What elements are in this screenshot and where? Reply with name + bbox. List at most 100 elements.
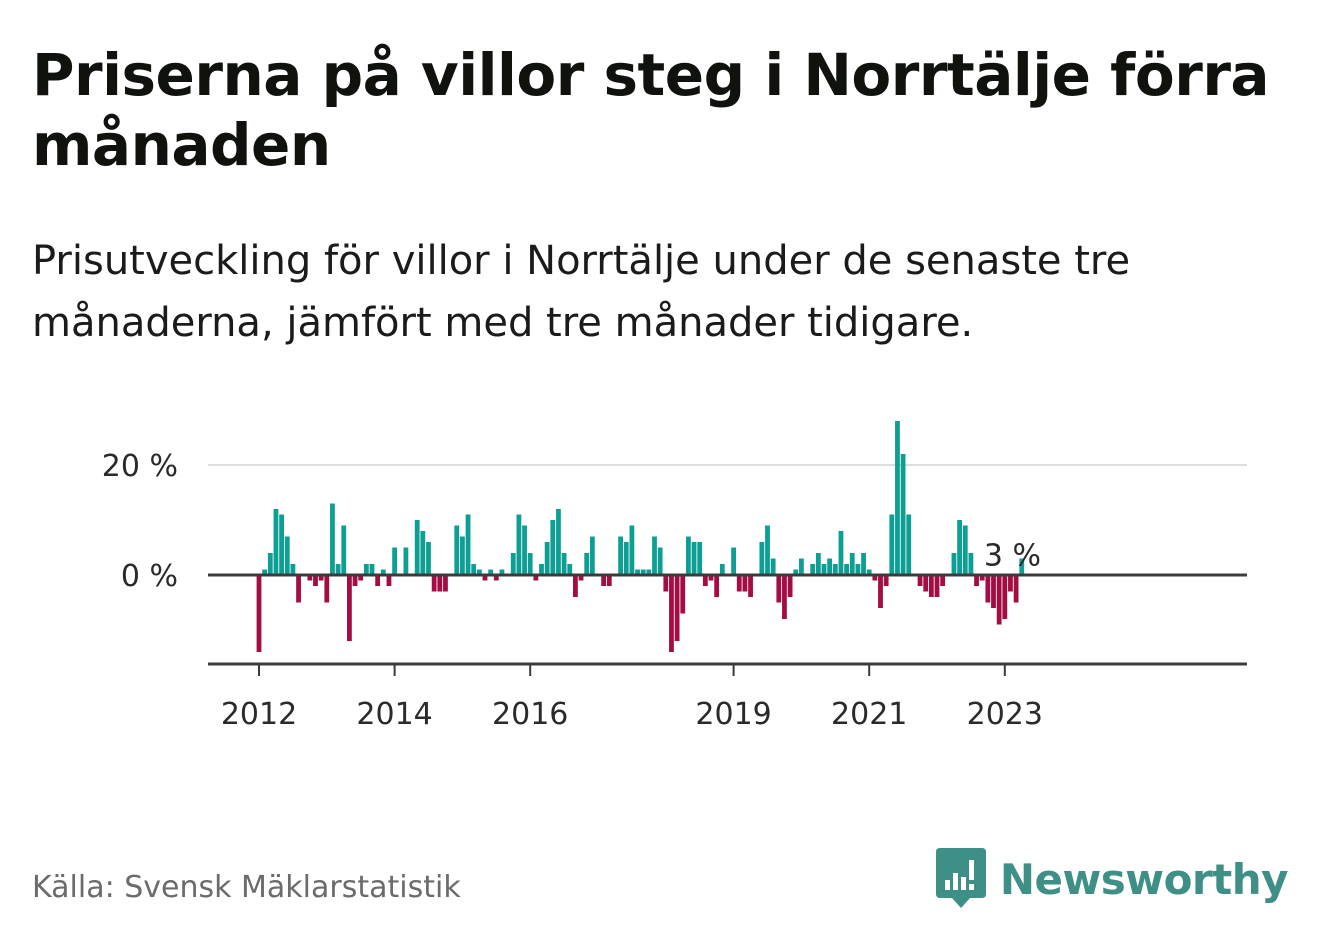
bar: [618, 536, 623, 575]
bar: [657, 547, 663, 575]
bar: [380, 569, 386, 575]
bar: [437, 575, 443, 592]
chart-subtitle: Prisutveckling för villor i Norrtälje un…: [32, 238, 1131, 346]
bar: [443, 575, 448, 592]
bar: [471, 564, 477, 575]
bar: [957, 520, 962, 575]
bar: [290, 564, 296, 575]
x-tick-label: 2021: [831, 697, 907, 732]
bar: [895, 421, 900, 575]
bar: [1019, 558, 1025, 575]
bar: [991, 575, 996, 608]
labels: 0 % 20 % 2012 2014 2016 2019 2021 2023 3 %: [102, 449, 1043, 732]
bar: [669, 575, 674, 652]
bar: [719, 564, 725, 575]
bar: [522, 525, 527, 575]
bar: [979, 575, 985, 581]
bar: [601, 575, 607, 586]
bar: [426, 542, 431, 575]
bar: [878, 575, 883, 608]
bar: [606, 575, 612, 586]
bar: [702, 575, 708, 586]
bar: [313, 575, 318, 586]
bar: [832, 564, 838, 575]
bar: [742, 575, 748, 592]
bar: [533, 575, 539, 581]
bar: [748, 575, 753, 597]
bar: [640, 569, 646, 575]
bar: [951, 553, 957, 575]
bar: [550, 520, 556, 575]
bar: [335, 564, 341, 575]
x-tick-label: 2019: [695, 697, 771, 732]
bar: [940, 575, 946, 586]
bar: [697, 542, 703, 575]
bar: [917, 575, 923, 586]
bar: [686, 536, 691, 575]
brand-name: Newsworthy: [999, 854, 1289, 904]
bar: [652, 536, 657, 575]
chart-title: Priserna på villor steg i Norrtälje förr…: [32, 41, 1270, 179]
bar: [556, 509, 561, 575]
bar: [663, 575, 669, 592]
bar: [623, 542, 629, 575]
bar: [561, 553, 567, 575]
bar: [776, 575, 782, 603]
bar: [900, 454, 906, 575]
x-tick-label: 2016: [492, 697, 568, 732]
bar: [279, 514, 284, 575]
bar: [714, 575, 720, 597]
bar: [465, 514, 471, 575]
x-tick-label: 2023: [967, 697, 1043, 732]
bar: [273, 509, 279, 575]
bar: [680, 575, 686, 614]
bar: [375, 575, 381, 586]
bar: [838, 531, 844, 575]
bar: [765, 525, 770, 575]
bar: [352, 575, 358, 586]
bar: [307, 575, 313, 581]
bar: [815, 553, 821, 575]
bar: [347, 575, 352, 641]
bar: [629, 525, 635, 575]
bar: [284, 536, 290, 575]
bar-chart: 0 % 20 % 2012 2014 2016 2019 2021 2023 3 %: [102, 421, 1247, 732]
x-tick-label: 2014: [356, 697, 432, 732]
bar: [1013, 575, 1019, 603]
bar: [635, 569, 640, 575]
bar: [974, 575, 979, 586]
bar: [267, 553, 273, 575]
bar: [906, 514, 912, 575]
bar: [573, 575, 578, 597]
bar: [584, 553, 590, 575]
bar: [934, 575, 940, 597]
bar: [736, 575, 742, 592]
bar: [849, 553, 855, 575]
bar: [510, 553, 516, 575]
bar: [460, 536, 465, 575]
bar: [844, 564, 849, 575]
bar: [296, 575, 301, 603]
latest-value-label: 3 %: [984, 539, 1041, 574]
bar: [262, 569, 268, 575]
y-tick-label: 0 %: [121, 559, 178, 594]
brand-logo: Newsworthy: [935, 848, 1289, 910]
bar: [544, 542, 550, 575]
bar: [872, 575, 878, 581]
bar: [793, 569, 799, 575]
bar: [810, 564, 816, 575]
x-tick-label: 2012: [221, 697, 297, 732]
bar: [516, 514, 522, 575]
bar: [782, 575, 787, 619]
bar: [341, 525, 347, 575]
bar: [855, 564, 861, 575]
bar: [330, 503, 335, 575]
bar: [1002, 575, 1008, 619]
bar: [708, 575, 714, 581]
bar: [799, 558, 804, 575]
bar: [996, 575, 1002, 625]
bar: [985, 575, 991, 603]
axes: [208, 573, 1247, 676]
bar: [770, 558, 776, 575]
bar: [527, 553, 533, 575]
